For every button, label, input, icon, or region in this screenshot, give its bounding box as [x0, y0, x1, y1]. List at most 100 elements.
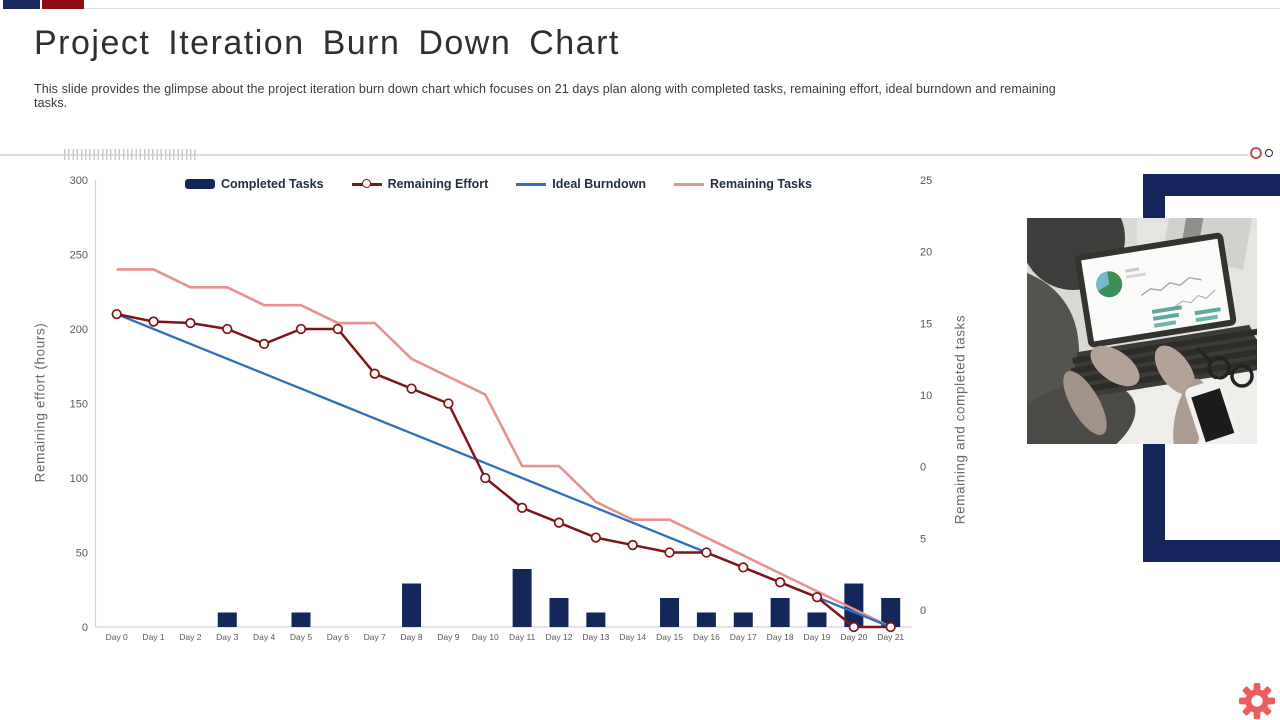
- x-axis-label: Day 15: [656, 632, 683, 642]
- legend-label: Remaining Tasks: [710, 177, 812, 191]
- decor-circle-navy: [1265, 149, 1273, 157]
- completed-tasks-bar: [402, 583, 422, 627]
- chart-legend: Completed Tasks Remaining Effort Ideal B…: [185, 177, 812, 191]
- remaining-effort-marker: [664, 547, 675, 558]
- remaining-effort-marker: [480, 472, 491, 484]
- x-axis-label: Day 1: [142, 632, 164, 642]
- decor-circle-red: [1250, 147, 1262, 159]
- x-axis-label: Day 3: [216, 632, 238, 642]
- left-axis-tick: 300: [70, 175, 88, 187]
- x-axis-label: Day 13: [582, 632, 609, 642]
- remaining-effort-marker: [885, 621, 896, 633]
- accent-bar-red: [42, 0, 84, 9]
- x-axis-label: Day 20: [840, 632, 867, 642]
- left-axis-tick: 100: [70, 473, 88, 485]
- remaining-effort-marker: [848, 621, 859, 633]
- line-swatch-icon: [516, 182, 547, 186]
- right-axis-tick: 0: [920, 605, 926, 617]
- remaining-effort-marker: [443, 398, 454, 409]
- x-axis-label: Day 19: [804, 632, 831, 642]
- x-axis-label: Day 12: [546, 632, 573, 642]
- remaining-effort-marker: [811, 592, 823, 603]
- x-axis-label: Day 7: [364, 632, 386, 642]
- right-axis-tick: 15: [920, 318, 932, 330]
- remaining-tasks-line: [116, 268, 892, 629]
- completed-tasks-bar: [291, 612, 311, 627]
- remaining-effort-marker: [185, 317, 196, 329]
- x-axis-label: Day 14: [619, 632, 646, 642]
- x-axis-label: Day 9: [437, 632, 459, 642]
- remaining-effort-marker: [295, 323, 307, 335]
- completed-tasks-bar: [807, 612, 827, 627]
- x-axis-label: Day 6: [327, 632, 349, 642]
- remaining-effort-marker: [369, 368, 380, 379]
- x-axis-label: Day 2: [179, 632, 201, 642]
- x-axis-label: Day 0: [106, 632, 128, 642]
- right-axis-tick: 25: [920, 175, 932, 187]
- legend-label: Remaining Effort: [387, 177, 489, 191]
- right-axis-tick: 10: [920, 390, 932, 402]
- remaining-effort-marker: [774, 577, 786, 588]
- remaining-effort-marker: [701, 547, 712, 558]
- x-axis-label: Day 4: [253, 632, 275, 642]
- glasses: [1195, 346, 1254, 388]
- remaining-effort-marker: [111, 308, 122, 320]
- legend-label: Completed Tasks: [221, 177, 324, 191]
- right-axis-tick: 20: [920, 247, 932, 259]
- laptop-photo: [1027, 218, 1257, 444]
- legend-item-remaining-effort: Remaining Effort: [351, 177, 489, 191]
- right-axis-title: Remaining and completed tasks: [952, 314, 968, 525]
- completed-tasks-bar: [217, 612, 237, 627]
- remaining-effort-marker: [148, 316, 159, 327]
- x-axis-label: Day 16: [693, 632, 720, 642]
- x-axis-label: Day 5: [290, 632, 312, 642]
- completed-tasks-bar: [770, 598, 790, 627]
- completed-tasks-bar: [844, 583, 864, 627]
- remaining-effort-marker: [553, 517, 565, 528]
- remaining-effort-marker: [222, 323, 233, 335]
- x-axis-label: Day 17: [730, 632, 757, 642]
- completed-tasks-bar: [881, 598, 901, 627]
- bar-swatch-icon: [185, 179, 215, 189]
- remaining-effort-marker: [590, 532, 601, 543]
- right-axis-tick: 0: [920, 462, 926, 474]
- x-axis-label: Day 10: [472, 632, 499, 642]
- line-marker-swatch-icon: [351, 179, 382, 188]
- x-axis-label: Day 8: [400, 632, 422, 642]
- remaining-effort-marker: [738, 562, 749, 573]
- x-axis-label: Day 21: [877, 632, 904, 642]
- ruler-divider: [0, 154, 1248, 156]
- completed-tasks-bar: [733, 612, 753, 627]
- x-axis-label: Day 18: [767, 632, 794, 642]
- gear-icon: [1238, 682, 1276, 720]
- left-axis-tick: 200: [70, 324, 88, 336]
- x-axis-label: Day 11: [509, 632, 536, 642]
- remaining-effort-marker: [406, 383, 417, 394]
- remaining-effort-marker: [516, 502, 528, 513]
- smartphone: [1185, 378, 1241, 444]
- completed-tasks-bar: [512, 569, 532, 627]
- legend-item-remaining-tasks: Remaining Tasks: [674, 177, 812, 191]
- line-swatch-icon: [674, 182, 705, 186]
- ruler-ticks: [64, 149, 198, 160]
- left-axis-tick: 50: [76, 548, 88, 560]
- remaining-effort-marker: [332, 323, 343, 335]
- accent-bar-navy: [3, 0, 40, 9]
- legend-item-completed-tasks: Completed Tasks: [185, 177, 324, 191]
- legend-label: Ideal Burndown: [552, 177, 647, 191]
- hand-left: [1090, 345, 1140, 387]
- completed-tasks-bar: [586, 612, 606, 627]
- page-title: Project Iteration Burn Down Chart: [34, 24, 620, 62]
- completed-tasks-bar: [549, 598, 569, 627]
- right-axis-tick: 5: [920, 533, 926, 545]
- page-subtitle: This slide provides the glimpse about th…: [34, 82, 1056, 110]
- completed-tasks-bar: [696, 612, 716, 627]
- legend-item-ideal-burndown: Ideal Burndown: [516, 177, 646, 191]
- top-divider: [84, 8, 1280, 9]
- remaining-effort-line: [116, 312, 891, 629]
- remaining-effort-marker: [258, 338, 270, 350]
- remaining-effort-marker: [627, 539, 638, 551]
- left-axis-title: Remaining effort (hours): [32, 322, 48, 483]
